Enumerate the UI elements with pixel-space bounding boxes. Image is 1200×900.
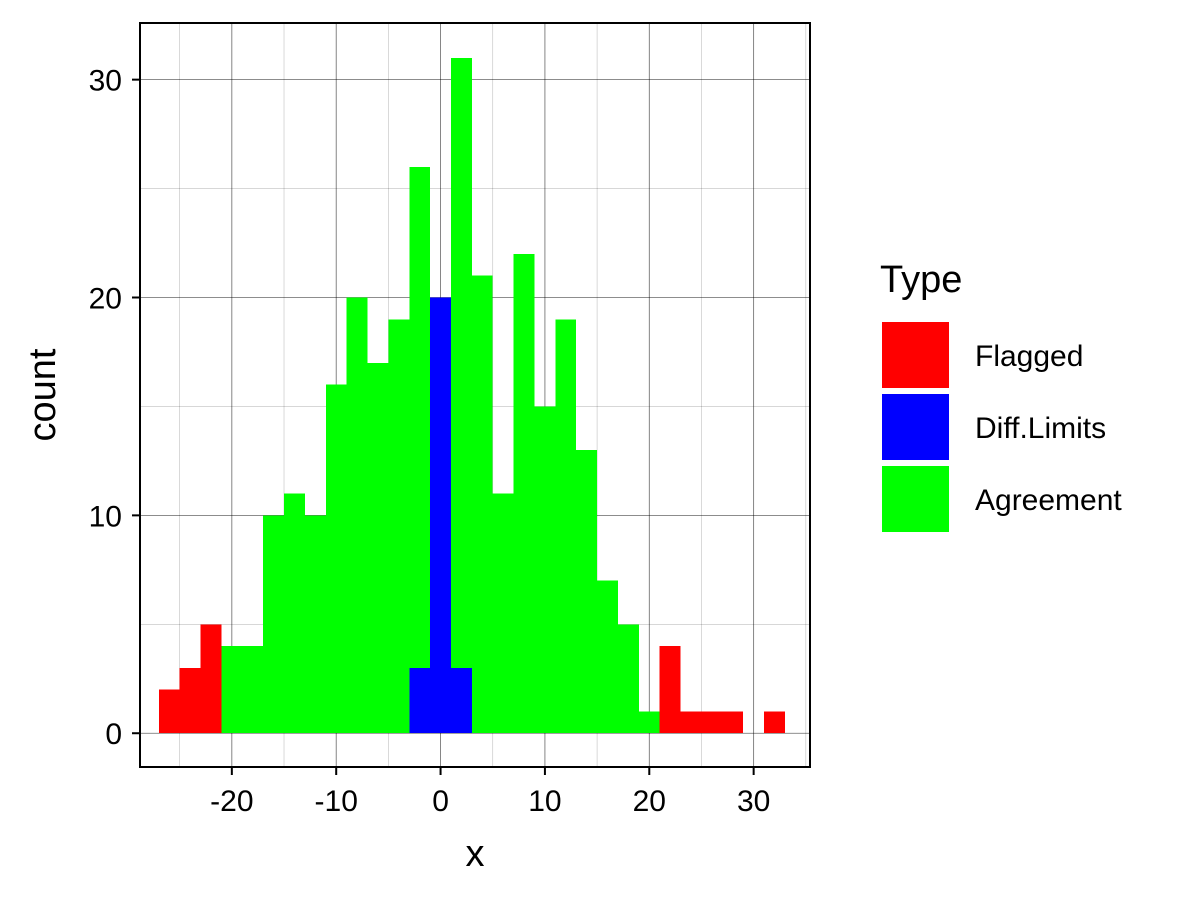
plot-panel-border xyxy=(139,22,811,768)
legend: Type Flagged Diff.Limits Agreement xyxy=(880,259,1122,532)
x-axis-title: x xyxy=(466,833,485,875)
x-tick-label: -10 xyxy=(315,785,358,818)
y-axis-title: count xyxy=(22,348,64,441)
bar-flagged xyxy=(701,711,723,734)
y-tick-label: 30 xyxy=(89,65,122,98)
x-tick-label: 10 xyxy=(528,785,561,818)
bar-agreement xyxy=(576,450,598,734)
bar-diff-limits xyxy=(430,297,451,734)
legend-title: Type xyxy=(880,259,962,301)
bar-flagged xyxy=(680,711,702,734)
x-tick-label: 20 xyxy=(633,785,666,818)
bar-flagged xyxy=(722,711,744,734)
legend-key-diff-limits xyxy=(882,394,949,460)
x-tick-label: 30 xyxy=(737,785,770,818)
bar-agreement xyxy=(242,646,264,734)
bar-flagged xyxy=(200,624,222,734)
legend-key-agreement xyxy=(882,466,949,532)
y-axis: 0 10 20 30 xyxy=(89,65,140,751)
bar-agreement xyxy=(325,384,347,734)
bar-agreement xyxy=(534,406,556,734)
bar-agreement xyxy=(367,362,389,734)
bar-agreement xyxy=(263,515,285,734)
bar-flagged xyxy=(659,646,681,734)
bar-agreement xyxy=(492,493,514,734)
legend-items: Flagged Diff.Limits Agreement xyxy=(882,322,1122,532)
y-tick-label: 0 xyxy=(105,718,122,751)
bar-agreement xyxy=(617,624,639,734)
legend-key-flagged xyxy=(882,322,949,388)
legend-label: Diff.Limits xyxy=(975,412,1106,445)
bar-agreement xyxy=(346,297,368,734)
bar-agreement xyxy=(221,646,243,734)
histogram-bars xyxy=(158,57,785,734)
bar-agreement xyxy=(471,275,493,734)
bar-diff-limits xyxy=(450,667,472,734)
legend-label: Agreement xyxy=(975,484,1122,517)
bar-diff-limits xyxy=(409,667,431,734)
x-axis: -20 -10 0 10 20 30 xyxy=(210,767,770,818)
y-tick-label: 20 xyxy=(89,283,122,316)
bar-flagged xyxy=(764,711,785,734)
bar-agreement xyxy=(304,515,326,734)
bar-agreement xyxy=(638,711,660,734)
y-tick-label: 10 xyxy=(89,500,122,533)
bar-flagged xyxy=(158,689,180,734)
bar-agreement xyxy=(513,253,535,734)
bar-agreement xyxy=(409,166,431,668)
bar-agreement xyxy=(450,57,472,668)
bar-flagged xyxy=(179,667,201,734)
x-tick-label: 0 xyxy=(432,785,449,818)
bar-agreement xyxy=(284,493,305,734)
bar-agreement xyxy=(555,319,577,734)
bar-agreement xyxy=(388,319,410,734)
bar-agreement xyxy=(597,580,618,734)
x-tick-label: -20 xyxy=(210,785,253,818)
legend-label: Flagged xyxy=(975,340,1083,373)
